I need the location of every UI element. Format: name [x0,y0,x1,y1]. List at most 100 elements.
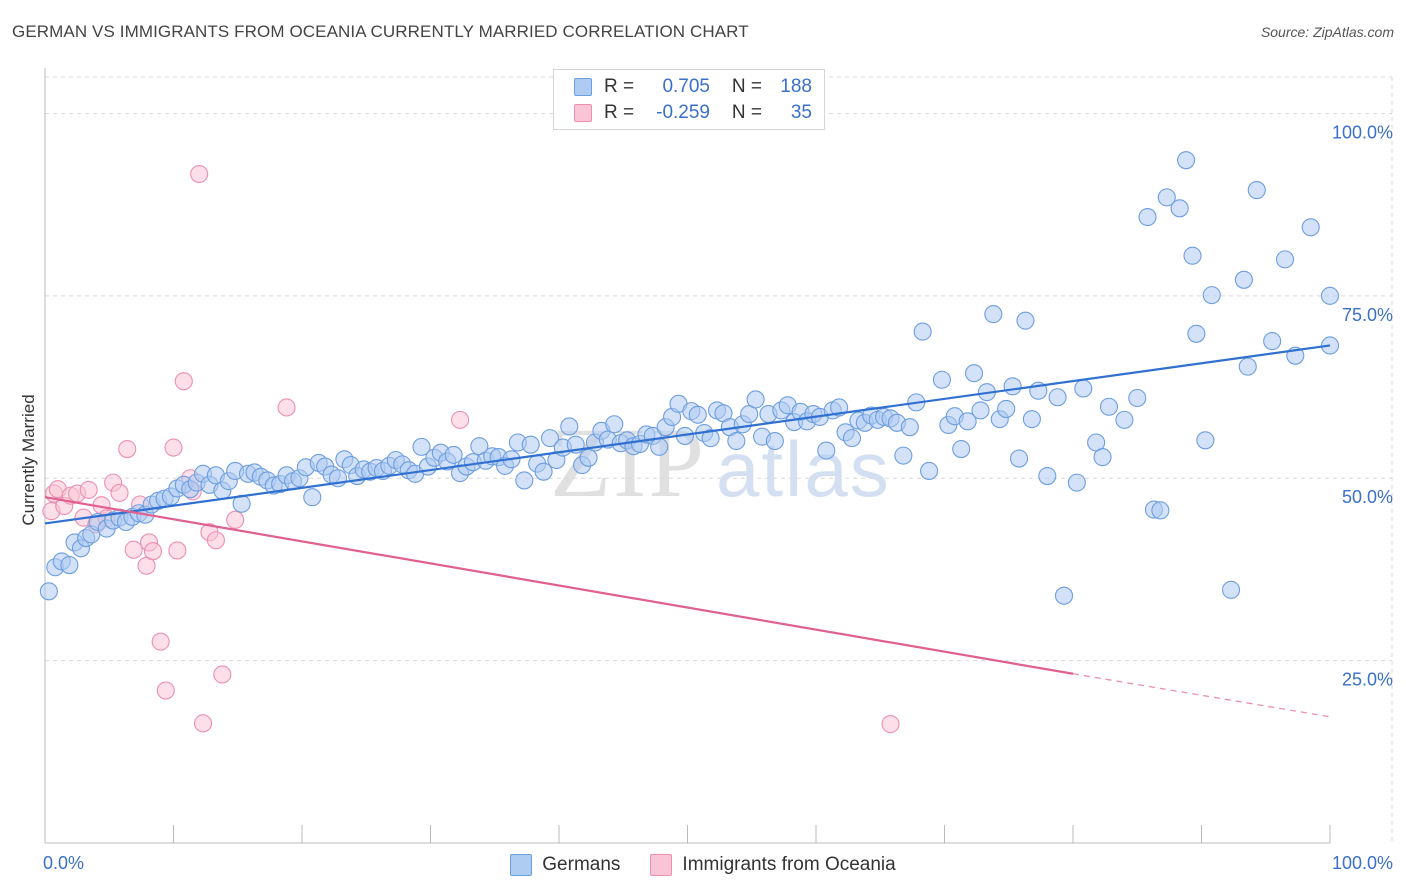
oceania-point [110,483,129,502]
germans-point [412,437,431,456]
germans-point [1196,431,1215,450]
oceania-trend-extension [1072,673,1331,718]
germans-legend-label: Germans [542,854,621,875]
germans-point [1202,286,1221,305]
germans-point [1099,397,1119,416]
germans-point [1320,286,1340,305]
oceania-point [451,410,470,429]
stats-legend: R = 0.705 N = 188 R = -0.259 N = 35 [553,69,825,130]
germans-point [1003,377,1022,396]
n-label: N = [731,102,762,123]
oceania-point [118,440,137,459]
germans-point [1093,448,1112,467]
germans-point [1183,246,1202,265]
germans-point [817,441,836,460]
germans-point [1038,466,1057,486]
axes [44,68,1331,844]
germans-point [1048,388,1067,407]
y-tick-label: 100.0% [1332,122,1393,142]
germans-point [1247,181,1266,200]
germans-point [971,401,990,420]
germans-point [303,488,322,507]
germans-point [1074,379,1093,398]
r-label: R = [604,76,635,97]
oceania-legend-swatch [650,854,673,876]
oceania-n-value: 35 [790,102,812,123]
germans-point [701,429,720,448]
oceania-point [213,665,232,684]
germans-point [1170,199,1189,218]
germans-point [444,445,463,464]
germans-point [952,440,971,459]
germans-point [1138,208,1157,227]
y-tick-label: 50.0% [1342,487,1393,507]
germans-point [920,461,939,480]
germans-point [1187,324,1206,343]
germans-r-value: 0.705 [662,76,710,97]
series-legend: Germans Immigrants from Oceania [0,852,1406,878]
legend-item-oceania[interactable]: Immigrants from Oceania [650,854,896,876]
germans-point [1157,188,1176,207]
y-axis-label: Currently Married [19,394,38,525]
germans-point [605,415,624,434]
oceania-point [206,531,225,550]
r-label: R = [604,102,635,123]
germans-point [984,305,1003,324]
germans-trend-line [44,344,1331,525]
germans-point [842,429,862,448]
germans-point [900,418,919,437]
germans-point [540,429,560,448]
germans-point [521,435,540,454]
germans-point [746,390,765,409]
oceania-legend-label: Immigrants from Oceania [682,854,896,875]
stats-row-germans: R = 0.705 N = 188 [574,75,812,99]
germans-point [894,446,913,465]
germans-point [997,399,1016,418]
germans-point [39,582,58,601]
germans-swatch [574,78,592,96]
oceania-point [156,681,175,700]
oceania-point [143,542,162,561]
germans-point [60,556,79,575]
trend-lines [44,344,1331,718]
germans-point [650,437,669,456]
y-tick-label: 75.0% [1342,305,1393,325]
germans-point [1275,250,1295,269]
germans-point [1263,332,1282,351]
germans-point [1022,410,1041,429]
oceania-swatch [574,104,592,122]
germans-point [1009,449,1029,468]
oceania-point [168,541,187,560]
n-label: N = [731,76,762,97]
x-tick-label: 100.0% [1332,853,1393,873]
legend-item-germans[interactable]: Germans [510,854,620,876]
germans-point [1301,218,1320,237]
germans-point [1177,151,1196,170]
stats-row-oceania: R = -0.259 N = 35 [574,101,812,125]
oceania-point [164,438,183,457]
germans-point [1115,410,1134,429]
germans-point [965,364,984,383]
oceania-point [190,164,209,184]
y-tick-label: 25.0% [1342,670,1393,690]
oceania-trend-line [44,496,1074,675]
oceania-point [194,714,213,733]
germans-point [932,370,951,389]
germans-point [534,462,553,481]
germans-point [1222,580,1241,599]
germans-point [830,398,849,417]
oceania-point [277,398,296,417]
germans-points [39,151,1340,605]
germans-point [1067,473,1086,492]
oceania-point [124,540,143,559]
oceania-point [226,510,245,529]
oceania-point [881,715,900,734]
germans-point [1151,501,1170,520]
germans-legend-swatch [510,854,533,876]
germans-point [1234,270,1253,289]
germans-point [579,448,598,467]
germans-point [1128,388,1147,408]
source-label: Source: ZipAtlas.com [1260,24,1394,40]
germans-n-value: 188 [780,76,812,97]
germans-point [765,431,784,451]
